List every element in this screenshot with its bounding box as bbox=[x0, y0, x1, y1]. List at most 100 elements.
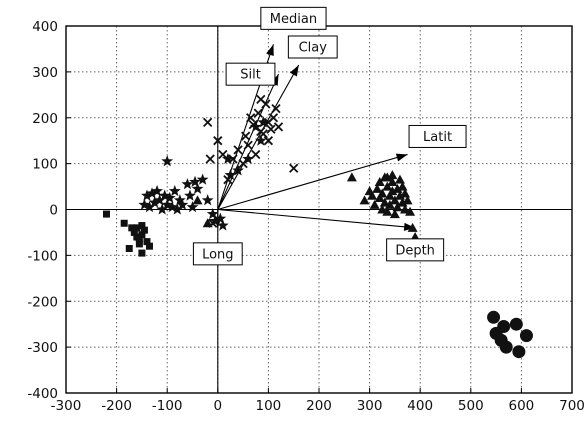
point-square bbox=[135, 240, 143, 248]
point-star bbox=[191, 182, 204, 194]
point-circle bbox=[487, 310, 501, 324]
point-x-stroke bbox=[203, 117, 213, 127]
y-tick-label: -100 bbox=[27, 248, 58, 264]
point-star bbox=[222, 152, 234, 165]
point-x bbox=[246, 113, 256, 123]
point-circle bbox=[494, 333, 508, 347]
point-x bbox=[251, 149, 261, 160]
point-triangle bbox=[397, 181, 408, 191]
point-x-stroke bbox=[246, 113, 256, 123]
point-square bbox=[138, 231, 146, 239]
point-triangle bbox=[389, 195, 400, 205]
point-triangle bbox=[202, 218, 213, 228]
point-x-stroke bbox=[205, 154, 215, 164]
point-square bbox=[138, 222, 146, 230]
y-tick-label: 200 bbox=[32, 111, 58, 127]
point-star bbox=[158, 189, 171, 201]
vector-label-long: Long bbox=[192, 242, 243, 266]
point-star bbox=[181, 178, 194, 190]
point-x-stroke bbox=[256, 94, 266, 105]
point-x bbox=[238, 158, 248, 169]
point-triangle bbox=[397, 197, 408, 207]
point-x bbox=[253, 108, 263, 118]
point-star bbox=[153, 194, 166, 206]
vector-label-box bbox=[386, 238, 445, 262]
vector-shaft bbox=[217, 73, 280, 210]
x-tick-label: 200 bbox=[306, 398, 332, 414]
point-x-stroke bbox=[248, 119, 258, 130]
point-x-stroke bbox=[243, 140, 253, 150]
point-star bbox=[138, 198, 151, 210]
vector-arrowhead bbox=[289, 64, 299, 77]
point-x-stroke bbox=[271, 103, 281, 114]
point-star bbox=[189, 175, 201, 187]
point-circle bbox=[512, 345, 526, 359]
vector-arrowhead bbox=[395, 153, 408, 162]
point-x bbox=[258, 129, 268, 139]
point-x bbox=[213, 136, 223, 146]
point-star bbox=[141, 189, 153, 201]
point-square bbox=[140, 226, 148, 234]
point-x bbox=[233, 145, 243, 155]
point-x bbox=[248, 119, 258, 130]
point-x bbox=[218, 149, 228, 160]
point-star bbox=[196, 173, 209, 185]
point-triangle bbox=[379, 197, 390, 207]
y-tick-label: 0 bbox=[49, 203, 58, 219]
point-triangle bbox=[377, 204, 388, 214]
point-star bbox=[242, 152, 255, 165]
point-triangle bbox=[367, 190, 378, 200]
point-star bbox=[161, 198, 174, 210]
point-x bbox=[223, 175, 233, 185]
vector-depth bbox=[217, 208, 416, 231]
vector-label-text: Depth bbox=[395, 243, 435, 258]
point-triangle bbox=[377, 188, 388, 198]
point-star bbox=[257, 116, 270, 128]
point-triangle bbox=[382, 181, 393, 191]
point-x-stroke bbox=[240, 131, 251, 141]
vector-clay bbox=[217, 64, 300, 210]
x-tick-label: -200 bbox=[101, 398, 132, 414]
point-triangle bbox=[392, 183, 403, 193]
point-x-stroke bbox=[289, 163, 299, 173]
tick-labels: -300 -200 -100 0 100 200 300 400 500 600 700-400-3… bbox=[27, 19, 584, 414]
x-tick-label: 500 bbox=[458, 398, 484, 414]
point-square bbox=[130, 228, 138, 236]
y-tick-label: 400 bbox=[32, 19, 58, 35]
point-triangle bbox=[400, 188, 411, 198]
point-x bbox=[271, 103, 281, 114]
point-x bbox=[273, 122, 284, 132]
vector-labels: Median Clay Silt Latit Depth Long bbox=[192, 6, 467, 266]
point-x-stroke bbox=[238, 158, 248, 169]
point-triangle bbox=[402, 195, 413, 205]
point-x bbox=[228, 154, 238, 164]
x-tick-label: 100 bbox=[256, 398, 282, 414]
vector-shaft bbox=[217, 153, 408, 211]
point-x-stroke bbox=[268, 113, 279, 123]
point-star bbox=[151, 184, 163, 197]
vector-label-clay: Clay bbox=[287, 35, 338, 59]
x-tick-label: 700 bbox=[559, 398, 584, 414]
point-triangle bbox=[392, 202, 403, 212]
point-x bbox=[203, 117, 213, 127]
point-x bbox=[261, 99, 271, 109]
point-star bbox=[168, 184, 181, 197]
point-triangle bbox=[369, 199, 380, 209]
point-star bbox=[161, 155, 174, 167]
point-triangle bbox=[372, 183, 383, 193]
point-triangle bbox=[387, 176, 398, 186]
point-star bbox=[214, 212, 227, 224]
point-x-stroke bbox=[258, 129, 268, 139]
point-triangle bbox=[384, 199, 395, 209]
point-square bbox=[138, 249, 146, 257]
point-star bbox=[186, 201, 199, 213]
point-square bbox=[133, 224, 141, 232]
point-triangle bbox=[387, 170, 398, 180]
point-star bbox=[201, 194, 214, 206]
point-star bbox=[156, 203, 169, 215]
point-triangle bbox=[387, 186, 398, 196]
point-star bbox=[143, 201, 156, 213]
point-star bbox=[254, 134, 267, 146]
